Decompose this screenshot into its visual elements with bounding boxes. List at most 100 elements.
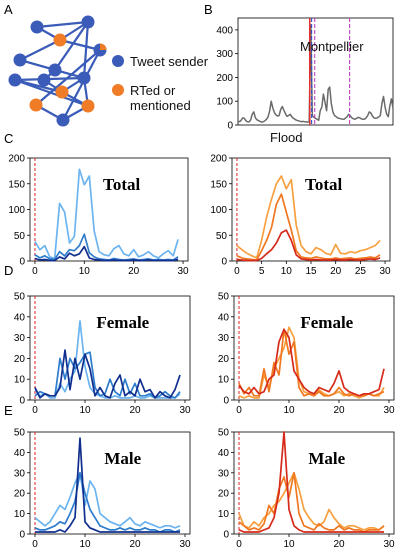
plot-frame: [29, 295, 191, 401]
plot-frame: [29, 157, 189, 262]
network-node: [77, 71, 91, 85]
y-tick-label: 0: [227, 121, 233, 132]
y-tick-label: 0: [19, 257, 25, 268]
y-tick-label: 10: [14, 509, 26, 520]
x-tick-label: 0: [234, 266, 240, 277]
y-tick-label: 40: [218, 312, 230, 323]
y-tick-label: 0: [223, 396, 229, 407]
network-edge: [14, 78, 89, 108]
network-node: [37, 73, 51, 87]
series-line: [236, 175, 381, 259]
y-tick-label: 40: [14, 448, 26, 459]
series-line: [35, 437, 180, 533]
x-tick-label: 20: [333, 405, 345, 416]
x-tick-label: 0: [236, 539, 242, 550]
y-tick-label: 20: [218, 354, 230, 365]
x-tick-label: 15: [305, 266, 317, 277]
annotation-montpellier: Montpellier: [300, 39, 364, 54]
y-tick-label: 30: [14, 333, 26, 344]
x-tick-label: 0: [32, 405, 38, 416]
network-edge: [62, 49, 101, 121]
network-edge: [36, 20, 89, 29]
y-tick-label: 50: [14, 292, 26, 303]
y-tick-label: 50: [218, 428, 230, 439]
network-node: [55, 85, 69, 99]
panel-e-right-male: 0 10 20 30 0 10 20 30 40 50 Male: [218, 428, 395, 550]
plot-frame: [231, 157, 391, 262]
x-tick-label: 30: [179, 405, 191, 416]
y-tick-label: 0: [19, 530, 25, 541]
x-tick-label: 0: [236, 405, 242, 416]
network-nodes: [8, 15, 107, 127]
legend-sender-marker: [112, 55, 124, 67]
y-tick-label: 400: [216, 25, 233, 36]
plot-frame: [233, 295, 395, 401]
panel-title: Male: [104, 449, 141, 468]
network-node: [56, 113, 70, 127]
x-tick-label: 20: [128, 266, 140, 277]
panel-title: Total: [305, 175, 342, 194]
series-line: [236, 229, 381, 262]
network-node: [13, 53, 27, 67]
legend-rted-marker: [112, 84, 124, 96]
x-tick-label: 10: [281, 266, 293, 277]
y-tick-label: 40: [14, 312, 26, 323]
y-tick-label: 30: [218, 468, 230, 479]
network-edge: [54, 21, 89, 71]
series-line: [34, 349, 181, 399]
network-node: [53, 33, 67, 47]
y-tick-label: 0: [223, 530, 229, 541]
x-tick-label: 10: [79, 266, 91, 277]
y-tick-label: 150: [210, 179, 227, 190]
y-tick-label: 50: [218, 292, 230, 303]
y-tick-label: 0: [19, 396, 25, 407]
network-node: [29, 98, 43, 112]
series-line: [34, 245, 179, 262]
x-tick-label: 30: [178, 266, 190, 277]
legend-rted-label-line1: RTed or: [130, 83, 176, 98]
x-tick-label: 5: [259, 266, 265, 277]
panel-letter-b: B: [204, 2, 213, 17]
x-tick-label: 25: [355, 266, 367, 277]
legend-sender-label: Tweet sender: [130, 54, 209, 69]
y-tick-label: 100: [210, 205, 227, 216]
x-tick-label: 10: [283, 539, 295, 550]
y-tick-label: 10: [218, 509, 230, 520]
series-line: [236, 193, 381, 261]
y-tick-label: 200: [216, 73, 233, 84]
y-tick-label: 10: [218, 375, 230, 386]
series-line: [237, 24, 394, 123]
y-tick-label: 50: [216, 231, 228, 242]
y-tick-label: 300: [216, 49, 233, 60]
series-line: [238, 471, 385, 531]
y-tick-label: 30: [14, 468, 26, 479]
network-node-wedge: [100, 43, 107, 50]
network-node: [81, 15, 95, 29]
series-line: [238, 431, 384, 533]
y-tick-label: 30: [218, 333, 230, 344]
annotation-flood: Flood: [270, 130, 303, 145]
x-tick-label: 30: [383, 405, 395, 416]
network-node: [30, 20, 44, 34]
series-line: [34, 168, 179, 260]
panel-d-left-female: 0 10 20 30 0 10 20 30 40 50 Female: [14, 292, 191, 417]
panel-b-timeseries: 0 100 200 300 400 Montpellier Flood: [216, 17, 394, 145]
y-tick-label: 150: [8, 179, 25, 190]
y-tick-label: 200: [8, 154, 25, 165]
network-edge: [59, 38, 101, 52]
x-tick-label: 20: [333, 539, 345, 550]
x-tick-label: 30: [380, 266, 392, 277]
network-edge: [82, 21, 90, 79]
panel-c-right-total: 0 5 10 15 20 25 30 0 50 100 150 200 Total: [210, 154, 391, 278]
y-tick-label: 50: [14, 428, 26, 439]
y-tick-label: 10: [14, 375, 26, 386]
network-node: [8, 73, 22, 87]
y-tick-label: 20: [14, 354, 26, 365]
x-tick-label: 0: [32, 266, 38, 277]
network-edge: [19, 39, 61, 61]
series-line: [238, 328, 385, 397]
panel-title: Female: [96, 313, 149, 332]
panel-letter-a: A: [4, 2, 13, 17]
legend-rted-label-line2: mentioned: [130, 98, 191, 113]
